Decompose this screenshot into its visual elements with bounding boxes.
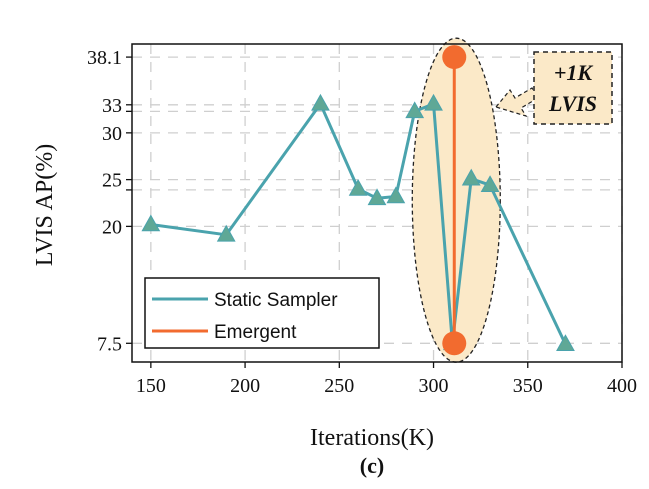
annotation-line-2: LVIS [548,91,597,116]
x-tick-label: 350 [513,375,543,397]
y-axis-label: LVIS AP(%) [32,144,58,266]
series-static-sampler [141,93,575,352]
y-tick-label: 7.5 [97,333,122,355]
annotation-box [533,51,613,125]
static-sampler-point [424,93,443,111]
static-sampler-point [405,101,425,119]
x-tick-label: 200 [230,375,260,397]
static-sampler-point [386,186,406,204]
static-sampler-point [480,175,500,193]
static-sampler-point [216,224,236,242]
static-sampler-point [311,93,330,111]
static-sampler-point [348,178,368,196]
y-tick-label: 30 [102,123,122,145]
static-sampler-point [461,168,481,186]
series-layer [141,45,575,356]
plot-frame [131,43,623,363]
y-tick-label: 38.1 [87,47,122,69]
y-tick-label: 33 [102,95,122,117]
x-tick-label: 300 [419,375,449,397]
emergent-point [442,331,467,356]
annotation: +1K LVIS [494,51,613,125]
y-tick-label: 20 [102,216,122,238]
series-emergent [442,45,467,356]
figure-caption: (c) [360,453,384,478]
legend-box [144,277,380,349]
static-sampler-point [556,334,575,352]
x-tick-label: 150 [136,375,166,397]
static-sampler-point [367,188,387,206]
axis-ticks: 150 200 250 300 350 400 7.5 20 25 30 33 38.1 [87,47,637,397]
legend-label-static-sampler: Static Sampler [214,290,338,311]
legend-label-emergent: Emergent [214,322,297,343]
x-axis-label: Iterations(K) [310,425,434,451]
x-tick-label: 400 [607,375,637,397]
x-tick-label: 250 [324,375,354,397]
annotation-line-1: +1K [554,60,594,85]
legend: Static Sampler Emergent [144,277,380,349]
y-tick-label: 25 [102,170,122,192]
emergent-point [442,45,467,70]
static-sampler-point [141,214,161,232]
